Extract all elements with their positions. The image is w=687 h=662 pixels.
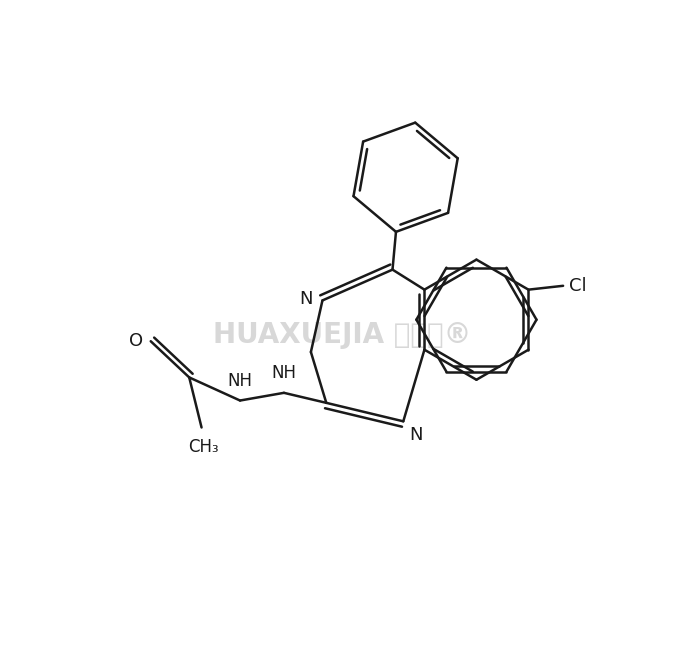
Text: O: O bbox=[129, 332, 143, 350]
Text: NH: NH bbox=[271, 364, 297, 382]
Text: CH₃: CH₃ bbox=[188, 438, 218, 456]
Text: HUAXUEJIA 化学加®: HUAXUEJIA 化学加® bbox=[212, 321, 471, 349]
Text: Cl: Cl bbox=[570, 277, 587, 295]
Text: N: N bbox=[409, 426, 423, 444]
Text: NH: NH bbox=[227, 372, 253, 390]
Text: N: N bbox=[299, 290, 313, 308]
